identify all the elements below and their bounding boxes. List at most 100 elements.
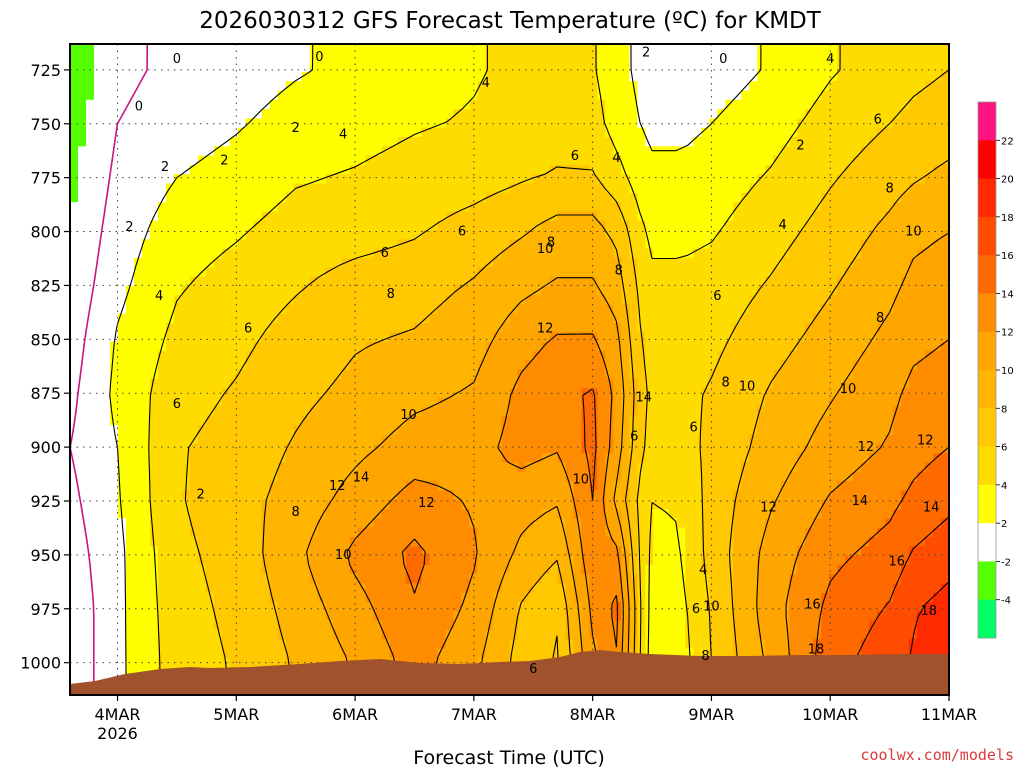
temperature-cell xyxy=(477,202,487,212)
temperature-cell xyxy=(85,341,95,352)
temperature-cell xyxy=(197,137,207,147)
temperature-cell xyxy=(277,416,287,426)
temperature-cell xyxy=(797,164,806,175)
temperature-cell xyxy=(885,202,894,212)
temperature-cell xyxy=(669,388,678,398)
temperature-cell xyxy=(173,406,183,417)
temperature-cell xyxy=(501,183,511,194)
temperature-cell xyxy=(493,295,503,305)
temperature-cell xyxy=(549,313,559,324)
temperature-cell xyxy=(885,109,894,119)
temperature-cell xyxy=(765,90,774,101)
temperature-cell xyxy=(605,146,614,157)
temperature-cell xyxy=(805,443,814,454)
temperature-cell xyxy=(749,369,758,380)
temperature-cell xyxy=(685,109,694,119)
temperature-cell xyxy=(565,211,575,222)
temperature-cell xyxy=(453,434,463,445)
temperature-cell xyxy=(373,239,383,250)
temperature-cell xyxy=(909,53,918,64)
temperature-cell xyxy=(925,248,934,259)
temperature-cell xyxy=(757,378,766,389)
temperature-cell xyxy=(269,44,279,54)
temperature-cell xyxy=(349,323,359,333)
temperature-cell xyxy=(829,137,838,147)
temperature-cell xyxy=(709,360,718,371)
temperature-cell xyxy=(229,462,239,473)
temperature-cell xyxy=(181,202,191,212)
temperature-cell xyxy=(797,202,806,212)
temperature-cell xyxy=(461,248,471,259)
temperature-cell xyxy=(837,425,846,436)
temperature-cell xyxy=(469,248,479,259)
temperature-cell xyxy=(237,267,247,278)
temperature-cell xyxy=(677,295,686,305)
temperature-cell xyxy=(429,462,439,473)
temperature-cell xyxy=(893,248,902,259)
temperature-cell xyxy=(869,192,878,203)
temperature-cell xyxy=(197,276,207,287)
temperature-cell xyxy=(725,434,734,445)
temperature-cell xyxy=(253,99,263,110)
temperature-cell xyxy=(613,155,622,166)
temperature-cell xyxy=(317,220,327,231)
temperature-cell xyxy=(709,239,718,250)
temperature-cell xyxy=(565,62,575,73)
temperature-cell xyxy=(445,323,455,333)
temperature-cell xyxy=(189,443,199,454)
temperature-cell xyxy=(101,406,111,417)
temperature-cell xyxy=(685,81,694,92)
temperature-cell xyxy=(581,127,591,138)
temperature-cell xyxy=(917,397,926,408)
temperature-cell xyxy=(781,202,790,212)
temperature-cell xyxy=(389,192,399,203)
temperature-cell xyxy=(181,257,191,268)
temperature-cell xyxy=(101,118,111,129)
temperature-cell xyxy=(637,99,646,110)
temperature-cell xyxy=(317,360,327,371)
temperature-cell xyxy=(77,295,87,305)
temperature-cell xyxy=(661,99,670,110)
temperature-cell xyxy=(245,434,255,445)
temperature-cell xyxy=(741,397,750,408)
temperature-cell xyxy=(861,230,870,240)
temperature-cell xyxy=(77,416,87,426)
temperature-cell xyxy=(637,174,646,185)
temperature-cell xyxy=(101,230,111,240)
temperature-cell xyxy=(877,257,886,268)
temperature-cell xyxy=(70,304,79,315)
temperature-cell xyxy=(581,369,591,380)
temperature-cell xyxy=(877,304,886,315)
temperature-cell xyxy=(813,341,822,352)
temperature-cell xyxy=(125,285,135,296)
temperature-cell xyxy=(637,285,646,296)
temperature-cell xyxy=(869,360,878,371)
temperature-cell xyxy=(493,369,503,380)
temperature-cell xyxy=(389,332,399,343)
temperature-cell xyxy=(741,174,750,185)
temperature-cell xyxy=(517,443,527,454)
temperature-cell xyxy=(477,369,487,380)
temperature-cell xyxy=(637,360,646,371)
temperature-cell xyxy=(325,360,335,371)
temperature-cell xyxy=(541,434,551,445)
temperature-cell xyxy=(853,443,862,454)
temperature-cell xyxy=(197,406,207,417)
temperature-cell xyxy=(85,257,95,268)
temperature-cell xyxy=(293,360,303,371)
temperature-cell xyxy=(629,341,638,352)
temperature-cell xyxy=(317,90,327,101)
temperature-cell xyxy=(117,369,127,380)
temperature-cell xyxy=(813,397,822,408)
temperature-cell xyxy=(565,276,575,287)
temperature-cell xyxy=(557,267,567,278)
temperature-cell xyxy=(613,304,622,315)
temperature-cell xyxy=(397,304,407,315)
temperature-cell xyxy=(517,295,527,305)
temperature-cell xyxy=(669,350,678,361)
temperature-cell xyxy=(109,53,119,64)
temperature-cell xyxy=(157,146,167,157)
temperature-cell xyxy=(253,127,263,138)
temperature-cell xyxy=(373,378,383,389)
